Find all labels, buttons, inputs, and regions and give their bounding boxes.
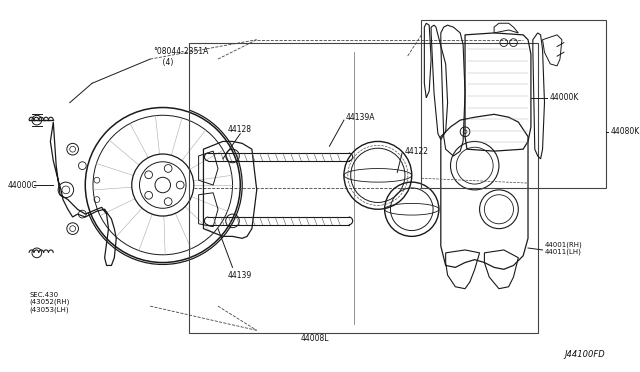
Text: °08044-2351A
    (4): °08044-2351A (4)	[153, 48, 209, 67]
Text: 44122: 44122	[405, 147, 429, 155]
Text: 44000C: 44000C	[8, 180, 37, 189]
Text: 44128: 44128	[228, 125, 252, 134]
Text: 44139A: 44139A	[346, 113, 376, 122]
Text: 44008L: 44008L	[300, 334, 329, 343]
Text: SEC.430
(43052(RH)
(43053(LH): SEC.430 (43052(RH) (43053(LH)	[29, 292, 69, 312]
Bar	[422, 20, 605, 188]
Text: 44139: 44139	[228, 271, 252, 280]
Text: 44080K: 44080K	[611, 127, 639, 136]
Text: J44100FD: J44100FD	[564, 350, 605, 359]
Text: 44001(RH)
44011(LH): 44001(RH) 44011(LH)	[545, 241, 582, 255]
Text: 44000K: 44000K	[549, 93, 579, 102]
Bar	[189, 43, 538, 333]
